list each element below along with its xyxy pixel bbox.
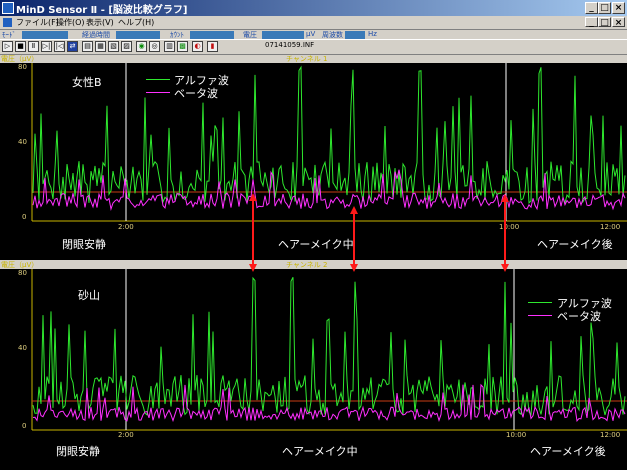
frequency-label: 周波数: [322, 31, 343, 39]
mode-label: ﾓｰﾄﾞ: [2, 31, 16, 39]
chart-2-channel: チャンネル 2: [286, 261, 328, 269]
voltage-unit: μV: [306, 30, 316, 38]
chart-1-xtick-2: 2:00: [118, 223, 134, 231]
chart-2-xtick-2: 2:00: [118, 431, 134, 439]
tool-button-4[interactable]: ▨: [121, 41, 132, 52]
chart-1-ytick-0: 0: [22, 213, 27, 221]
tool-button-3[interactable]: ▧: [108, 41, 119, 52]
record-button[interactable]: ◐: [192, 41, 203, 52]
app-icon: [2, 2, 14, 14]
elapsed-value-box: [116, 31, 160, 39]
maximize-button[interactable]: □: [598, 2, 611, 14]
document-icon[interactable]: [3, 18, 12, 27]
chart-1-phase-after: ヘアーメイク後: [537, 238, 613, 251]
chart-1-plot: [31, 63, 627, 222]
chart-1-beta-legend-swatch: [146, 92, 170, 93]
mode-value-box: [22, 31, 68, 39]
chart-2-ytick-40: 40: [18, 344, 27, 352]
chart-1-header: 電圧（μV） チャンネル 1: [0, 55, 627, 63]
swap-button[interactable]: ⇄: [67, 41, 78, 52]
mdi-minimize-button[interactable]: _: [585, 17, 598, 28]
status-bar: ﾓｰﾄﾞ 経過時間 ｶｳﾝﾄ 電圧 μV 周波数 Hz: [0, 29, 627, 40]
chart-2-phase-rest: 閉眼安静: [56, 445, 100, 458]
chart-1-alpha-legend-swatch: [146, 79, 170, 80]
menu-operation[interactable]: 操作(O): [56, 18, 85, 27]
stop-button[interactable]: ■: [15, 41, 26, 52]
chart-1-beta-legend: ベータ波: [174, 87, 218, 100]
chart-2-beta-series: [32, 383, 626, 423]
toolbar: ▷ ■ Ⅱ ▷| |◁ ⇄ ▤ ▦ ▧ ▨ ◉ ◎ ▥ ▩ ◐ ▮: [0, 39, 627, 55]
chart-1-channel: チャンネル 1: [286, 55, 328, 63]
step-forward-button[interactable]: ▷|: [41, 41, 52, 52]
chart-1-beta-series: [32, 169, 626, 211]
chart-2-ylabel: 電圧（μV）: [1, 261, 39, 269]
chart-2-alpha-series: [32, 276, 626, 416]
step-back-button[interactable]: |◁: [54, 41, 65, 52]
menu-bar: ファイル(F) 操作(O) 表示(V) ヘルプ(H) _ □ ×: [0, 16, 627, 29]
menu-help[interactable]: ヘルプ(H): [118, 18, 155, 27]
chart-1-subject: 女性B: [72, 76, 102, 89]
chart-2-alpha-legend-swatch: [528, 302, 552, 303]
chart-1-alpha-legend: アルファ波: [174, 74, 229, 87]
chart-1-ytick-80: 80: [18, 63, 27, 71]
frequency-value-box: [345, 31, 365, 39]
chart-2-header: 電圧（μV） チャンネル 2: [0, 260, 627, 269]
tool-button-1[interactable]: ▤: [82, 41, 93, 52]
tool-button-7[interactable]: ▩: [177, 41, 188, 52]
chart-1-xtick-10: 10:00: [499, 223, 520, 231]
close-button[interactable]: ×: [612, 2, 625, 14]
tool-button-6[interactable]: ◎: [149, 41, 160, 52]
chart-1: 80 40 0 2:00 10:00 12:00 女性B アルファ波 ベータ波 …: [0, 63, 627, 260]
voltage-label: 電圧: [243, 31, 257, 39]
title-bar[interactable]: [0, 0, 627, 16]
tool-button-2[interactable]: ▦: [95, 41, 106, 52]
mdi-restore-button[interactable]: □: [598, 17, 611, 28]
play-button[interactable]: ▷: [2, 41, 13, 52]
chart-1-phase-rest: 閉眼安静: [62, 238, 106, 251]
chart-1-ytick-40: 40: [18, 138, 27, 146]
chart-2-ytick-0: 0: [22, 422, 27, 430]
count-label: ｶｳﾝﾄ: [170, 31, 184, 39]
chart-1-ylabel: 電圧（μV）: [1, 55, 39, 63]
chart-1-xtick-12: 12:00: [600, 223, 621, 231]
chart-2-subject: 砂山: [78, 289, 100, 302]
tool-button-5[interactable]: ◉: [136, 41, 147, 52]
chart-2-xtick-12: 12:00: [600, 431, 621, 439]
file-name: 07141059.INF: [265, 41, 315, 49]
elapsed-label: 経過時間: [82, 31, 110, 39]
chart-2-beta-legend: ベータ波: [557, 310, 601, 323]
pause-button[interactable]: Ⅱ: [28, 41, 39, 52]
mdi-close-button[interactable]: ×: [612, 17, 625, 28]
bar-chart-button[interactable]: ▥: [164, 41, 175, 52]
chart-2-phase-during: ヘアーメイク中: [282, 445, 358, 458]
chart-2-alpha-legend: アルファ波: [557, 297, 612, 310]
chart-1-phase-during: ヘアーメイク中: [278, 238, 354, 251]
voltage-value-box: [262, 31, 304, 39]
menu-file[interactable]: ファイル(F): [16, 18, 59, 27]
chart-2-ytick-80: 80: [18, 269, 27, 277]
exit-button[interactable]: ▮: [207, 41, 218, 52]
window-title: MinD Sensor Ⅱ - [脳波比較グラフ]: [16, 5, 188, 16]
frequency-unit: Hz: [368, 30, 377, 38]
chart-2-phase-after: ヘアーメイク後: [530, 445, 606, 458]
chart-2-plot: [31, 269, 627, 431]
chart-2-xtick-10: 10:00: [506, 431, 527, 439]
chart-2-beta-legend-swatch: [528, 315, 552, 316]
chart-2: 80 40 0 2:00 10:00 12:00 砂山 アルファ波 ベータ波 閉…: [0, 269, 627, 470]
menu-view[interactable]: 表示(V): [86, 18, 114, 27]
minimize-button[interactable]: _: [585, 2, 598, 14]
chart-1-alpha-series: [32, 65, 626, 205]
count-value-box: [190, 31, 234, 39]
